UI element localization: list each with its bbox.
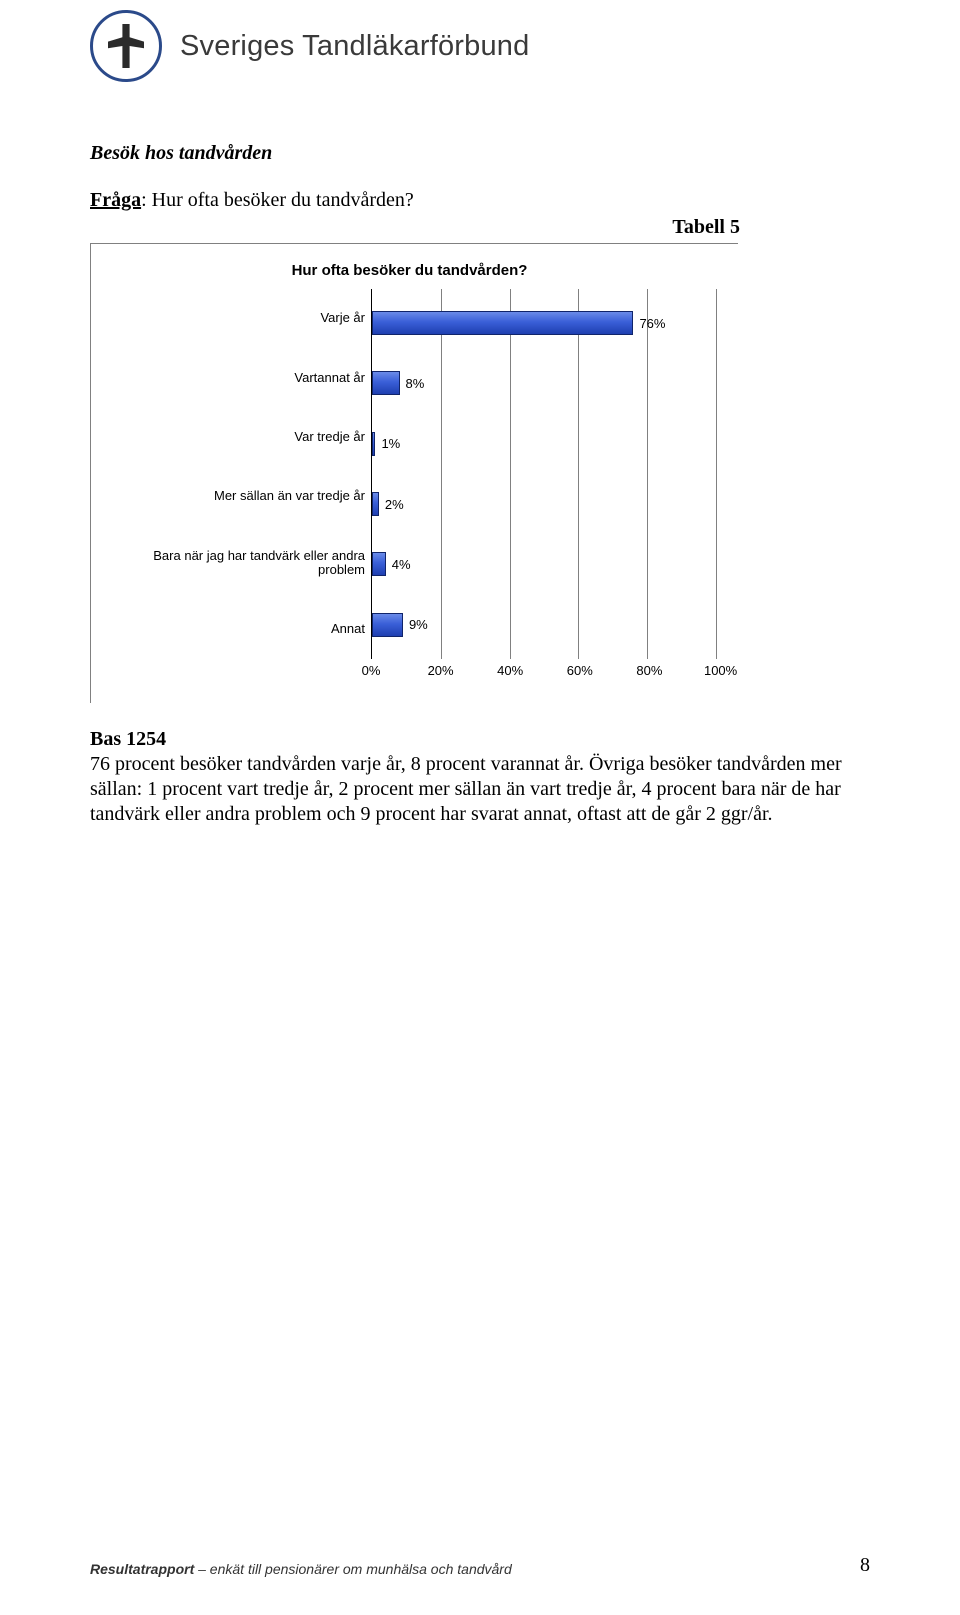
page-number: 8 [860, 1554, 870, 1577]
question-line: Fråga: Hur ofta besöker du tandvården? [90, 189, 870, 212]
chart-y-labels: Varje år Vartannat år Var tredje år Mer … [103, 289, 371, 659]
bar-value: 76% [639, 316, 665, 331]
chart-title: Hur ofta besöker du tandvården? [103, 262, 716, 279]
bar-value: 8% [406, 376, 425, 391]
y-label: Annat [103, 622, 371, 636]
footer-title: Resultatrapport – enkät till pensionärer… [90, 1561, 512, 1577]
x-label: 40% [495, 663, 525, 678]
bar-row: 8% [372, 369, 716, 397]
y-label: Vartannat år [103, 371, 371, 385]
bar-chart: Hur ofta besöker du tandvården? Varje år… [90, 243, 738, 703]
x-label: 20% [426, 663, 456, 678]
x-label: 100% [704, 663, 734, 678]
bar [372, 613, 403, 637]
y-label: Var tredje år [103, 430, 371, 444]
bar [372, 492, 379, 516]
bar-row: 9% [372, 611, 716, 639]
section-title: Besök hos tandvården [90, 142, 870, 165]
bar-row: 4% [372, 550, 716, 578]
bar-value: 9% [409, 617, 428, 632]
page-footer: Resultatrapport – enkät till pensionärer… [90, 1554, 870, 1577]
x-label: 60% [565, 663, 595, 678]
page-header: Sveriges Tandläkarförbund [90, 10, 870, 82]
body-paragraph: Bas 1254 76 procent besöker tandvården v… [90, 727, 860, 827]
question-label: Fråga [90, 189, 141, 211]
x-label: 80% [634, 663, 664, 678]
y-label: Bara när jag har tandvärk eller andra pr… [103, 549, 371, 578]
chart-x-axis: 0% 20% 40% 60% 80% 100% [371, 659, 716, 678]
bar-row: 1% [372, 430, 716, 458]
bar-row: 76% [372, 309, 716, 337]
chart-plot-area: 76% 8% 1% 2% [371, 289, 716, 659]
y-label: Mer sällan än var tredje år [103, 489, 371, 503]
org-logo [90, 10, 162, 82]
bar [372, 432, 375, 456]
y-label: Varje år [103, 311, 371, 325]
bar [372, 311, 633, 335]
question-text: : Hur ofta besöker du tandvården? [141, 189, 414, 211]
chart-bars: 76% 8% 1% 2% [372, 289, 716, 659]
bar-value: 4% [392, 557, 411, 572]
x-label: 0% [356, 663, 386, 678]
table-label: Tabell 5 [90, 216, 740, 239]
bas-label: Bas 1254 [90, 728, 166, 750]
bar [372, 552, 386, 576]
bar-value: 2% [385, 497, 404, 512]
bar [372, 371, 400, 395]
org-name: Sveriges Tandläkarförbund [180, 30, 529, 63]
bar-value: 1% [381, 436, 400, 451]
bar-row: 2% [372, 490, 716, 518]
body-text: 76 procent besöker tandvården varje år, … [90, 753, 842, 825]
